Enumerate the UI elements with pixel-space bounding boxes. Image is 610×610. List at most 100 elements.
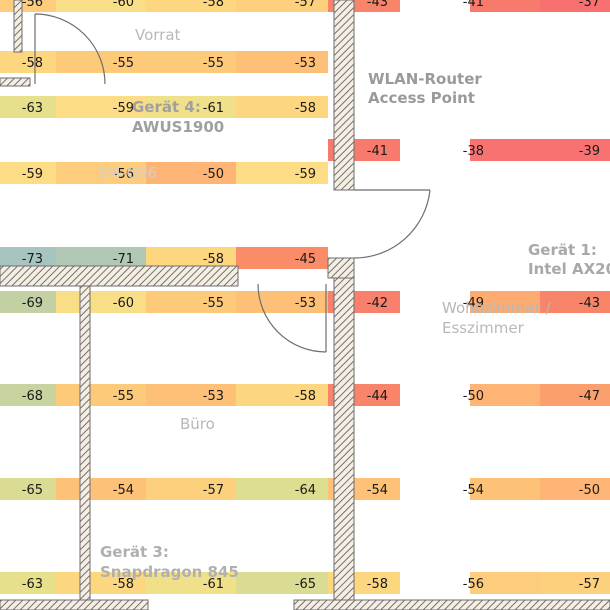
heat-cell — [236, 247, 328, 269]
heat-cell — [56, 572, 146, 594]
heat-cell — [470, 384, 540, 406]
signal-value: -61 — [203, 101, 224, 116]
heat-cell — [56, 96, 146, 118]
signal-value: -57 — [203, 483, 224, 498]
heat-cell — [146, 291, 236, 313]
door-buero — [257, 283, 327, 353]
signal-value: -56 — [113, 167, 134, 182]
wall-horizontal-right — [327, 257, 355, 279]
signal-value: -43 — [579, 296, 600, 311]
heat-cell — [146, 0, 236, 12]
heat-cell — [146, 247, 236, 269]
wall-buero-left — [79, 285, 91, 610]
signal-value: -60 — [113, 296, 134, 311]
heat-cell — [540, 139, 610, 161]
room-label-buero: Büro — [180, 415, 215, 433]
device3-label-line2: Snapdragon 845 — [100, 563, 239, 581]
heat-cell — [540, 384, 610, 406]
signal-value: -39 — [579, 144, 600, 159]
signal-value: -63 — [22, 577, 43, 592]
heat-cell — [0, 162, 56, 184]
heat-cell — [540, 572, 610, 594]
signal-value: -50 — [463, 389, 484, 404]
heat-cell — [0, 96, 56, 118]
signal-value: -54 — [113, 483, 134, 498]
signal-value: -73 — [22, 252, 43, 267]
signal-value: -55 — [203, 296, 224, 311]
heat-cell — [146, 384, 236, 406]
room-label-vorrat: Vorrat — [135, 26, 181, 44]
signal-value: -58 — [22, 56, 43, 71]
signal-heatmap: -56 -60 -58 -57 -43 -41 -37 -58 -55 -55 -53 -63 -59 -… — [0, 0, 610, 594]
router-label-line1: WLAN-Router — [368, 70, 482, 88]
signal-value: -63 — [22, 101, 43, 116]
device1-label-line2: Intel AX20 — [528, 260, 610, 278]
signal-value: -47 — [579, 389, 600, 404]
signal-value: -58 — [113, 577, 134, 592]
heat-cell — [236, 478, 328, 500]
signal-value: -53 — [295, 296, 316, 311]
signal-value: -58 — [203, 252, 224, 267]
signal-value: -42 — [367, 296, 388, 311]
door-wohnzimmer — [353, 189, 431, 259]
signal-value: -69 — [22, 296, 43, 311]
heat-cell — [470, 572, 540, 594]
signal-value: -65 — [22, 483, 43, 498]
heat-cell — [236, 96, 328, 118]
wall-vorrat-bottom — [0, 77, 31, 87]
signal-value: -50 — [579, 483, 600, 498]
heat-cell — [540, 291, 610, 313]
device3-label-line1: Gerät 3: — [100, 543, 169, 561]
signal-value: -37 — [579, 0, 600, 10]
signal-value: -50 — [203, 167, 224, 182]
heat-cell — [56, 478, 146, 500]
signal-value: -57 — [295, 0, 316, 10]
signal-value: -68 — [22, 389, 43, 404]
heat-cell — [146, 96, 236, 118]
heat-cell — [236, 51, 328, 73]
heat-cell — [0, 478, 56, 500]
room-label-wohnzimmer-line2: Esszimmer — [442, 319, 525, 337]
signal-value: -59 — [113, 101, 134, 116]
heat-cell — [56, 384, 146, 406]
heat-cell — [0, 291, 56, 313]
signal-value: -64 — [295, 483, 316, 498]
heat-cell — [470, 139, 540, 161]
signal-value: -55 — [203, 56, 224, 71]
signal-value: -59 — [22, 167, 43, 182]
device4-label-line2: AWUS1900 — [132, 118, 224, 136]
signal-value: -57 — [579, 577, 600, 592]
heat-cell — [470, 291, 540, 313]
signal-value: -54 — [367, 483, 388, 498]
wall-vorrat-left — [13, 0, 23, 53]
signal-value: -53 — [203, 389, 224, 404]
router-label-line2: Access Point — [368, 89, 475, 107]
wall-bottom-2 — [293, 599, 610, 610]
signal-value: -54 — [463, 483, 484, 498]
heat-cell — [56, 247, 146, 269]
heat-cell — [56, 51, 146, 73]
signal-value: -44 — [367, 389, 388, 404]
heat-cell — [146, 572, 236, 594]
signal-value: -58 — [295, 389, 316, 404]
heat-cell — [0, 384, 56, 406]
device4-label-line1: Gerät 4: — [132, 98, 201, 116]
device1-label-line1: Gerät 1: — [528, 241, 597, 259]
signal-value: -45 — [295, 252, 316, 267]
heat-cell — [146, 162, 236, 184]
signal-value: -55 — [113, 56, 134, 71]
heat-cell — [146, 51, 236, 73]
doors — [34, 13, 431, 353]
signal-value: -58 — [367, 577, 388, 592]
heat-cell — [0, 572, 56, 594]
faint-device-label: SM-G96 — [98, 164, 157, 182]
heat-cell — [236, 0, 328, 12]
heat-cell — [56, 162, 146, 184]
signal-value: -38 — [463, 144, 484, 159]
heat-cell — [236, 384, 328, 406]
heat-cell — [0, 51, 56, 73]
signal-value: -55 — [113, 389, 134, 404]
heat-cell — [146, 478, 236, 500]
heat-cell — [56, 291, 146, 313]
